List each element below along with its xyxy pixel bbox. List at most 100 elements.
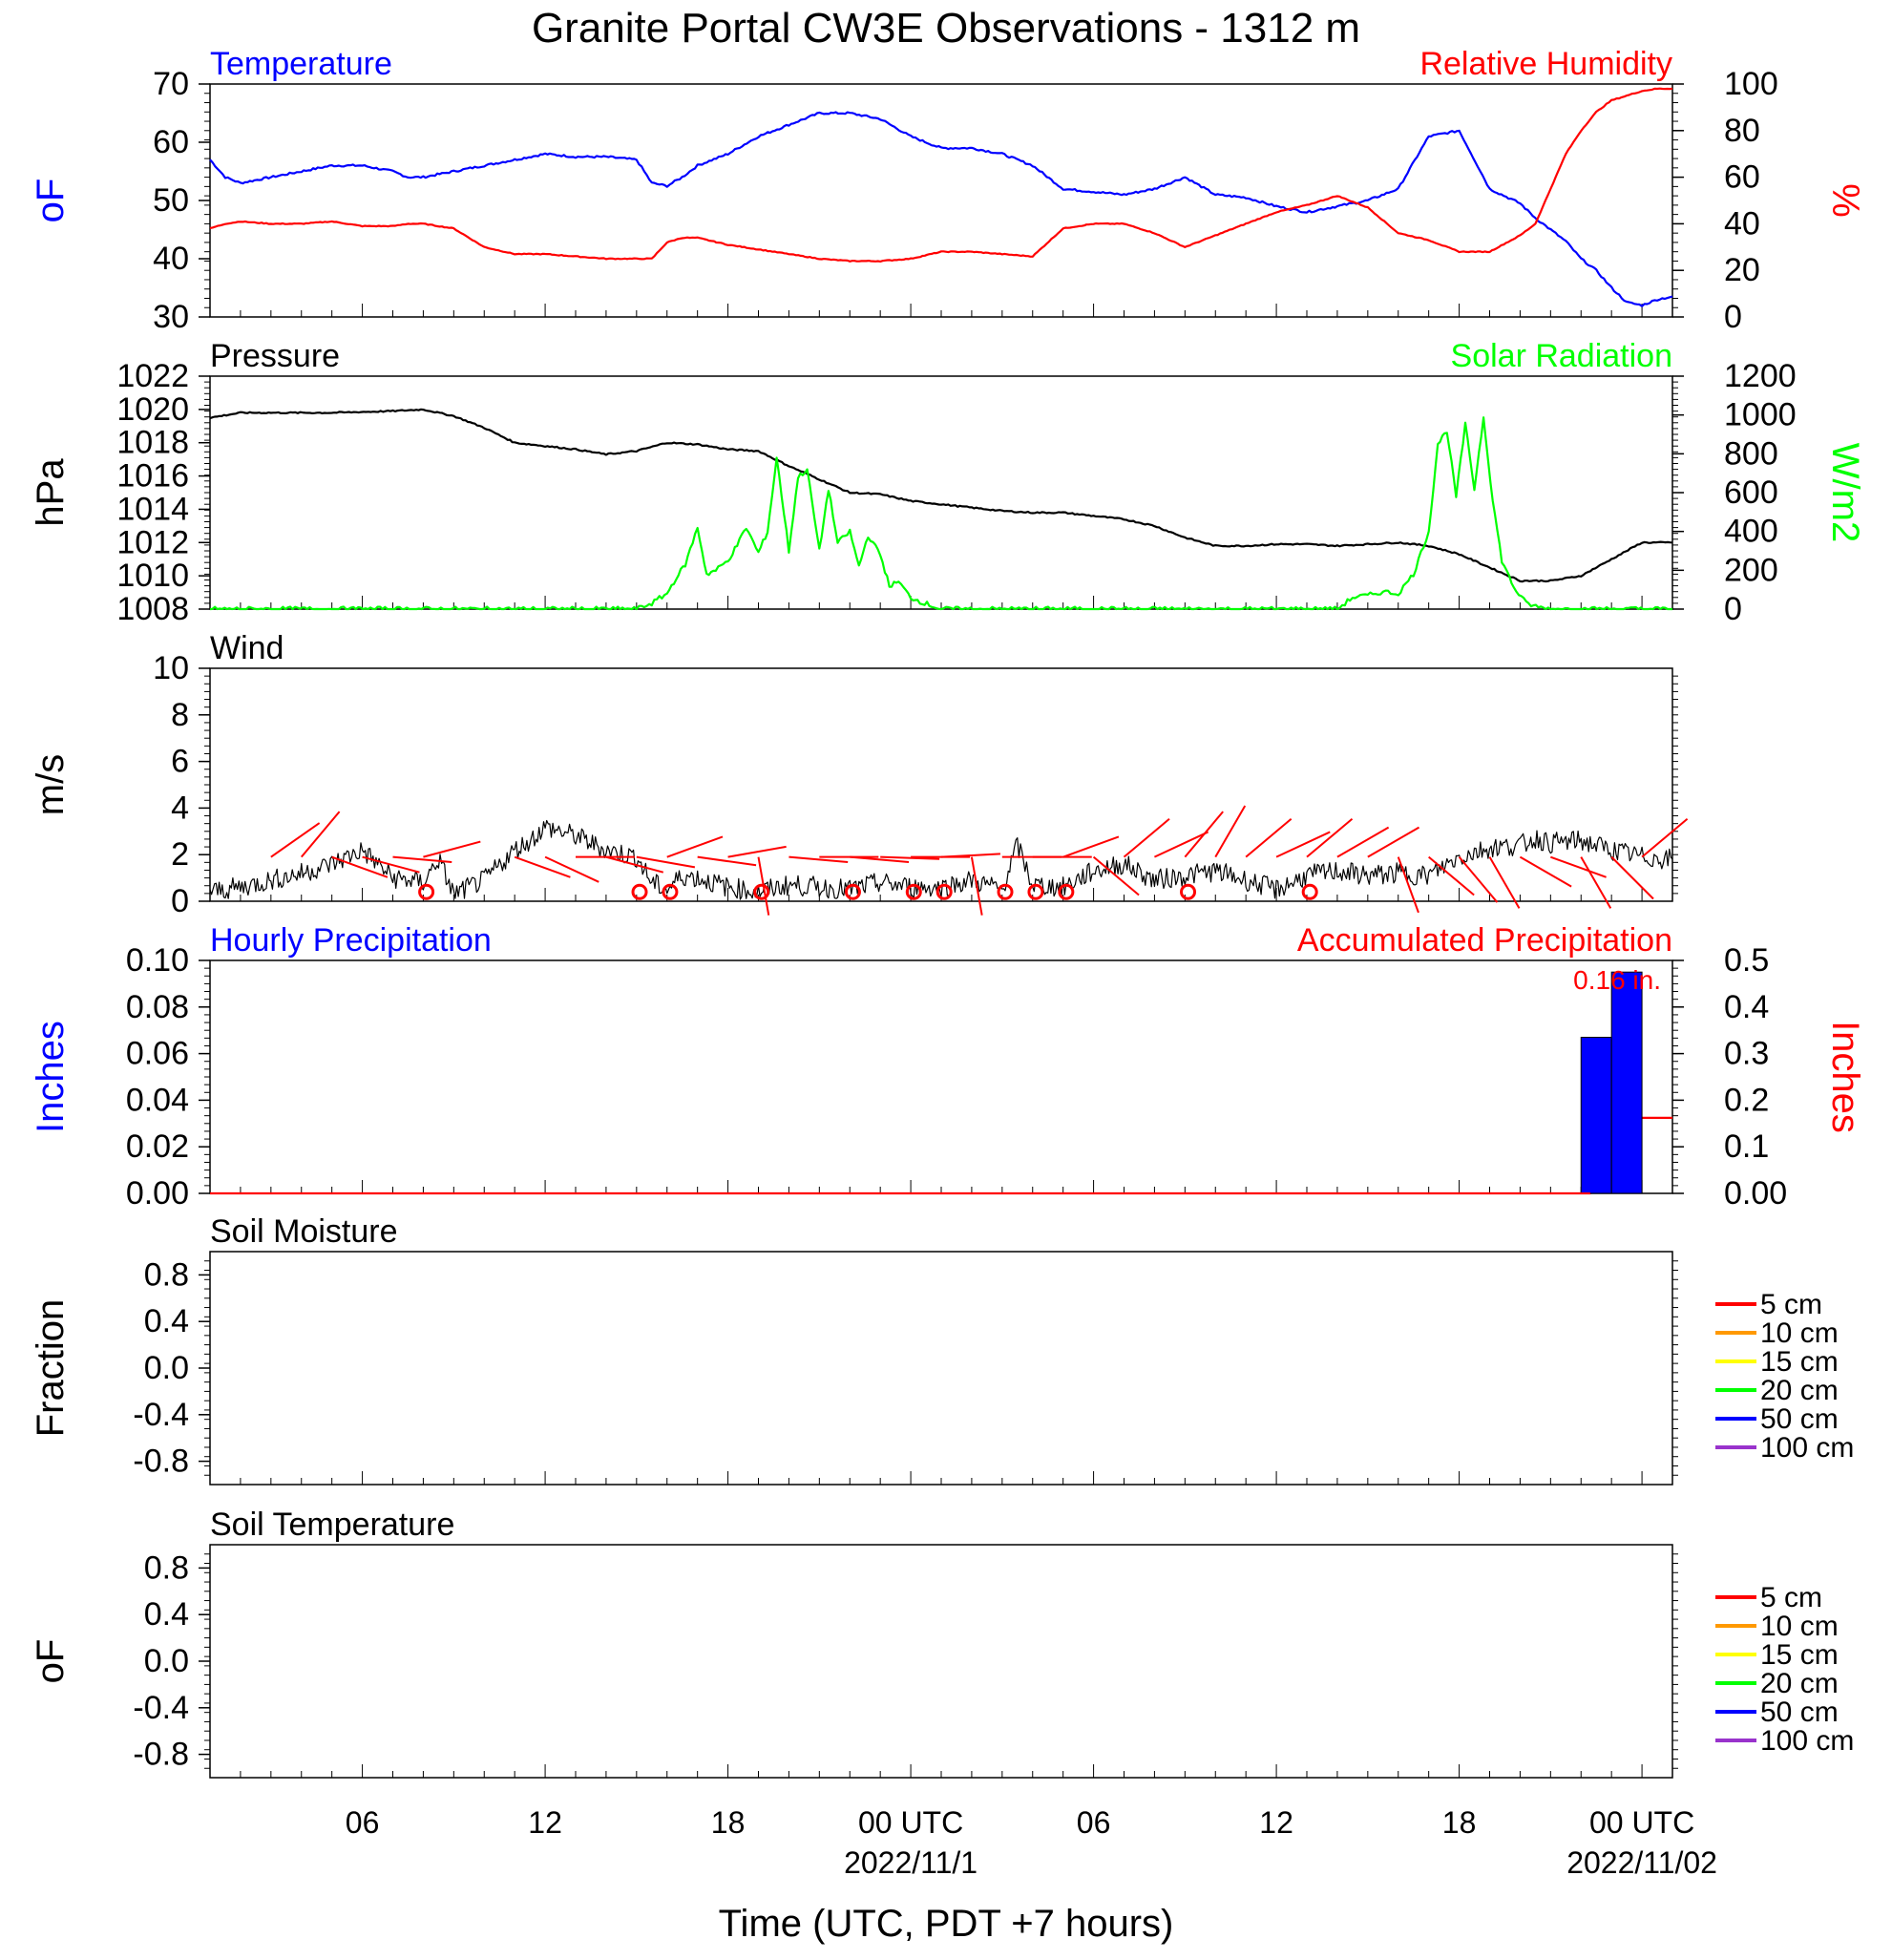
y-tick-label-left: 6 <box>171 744 189 780</box>
wind-barb <box>605 855 664 874</box>
panel-title-left: Soil Moisture <box>210 1213 398 1250</box>
x-tick-label: 12 <box>528 1805 562 1840</box>
y-tick-label-left: 0.08 <box>126 989 189 1025</box>
wind-barb <box>1610 855 1654 900</box>
legend-label: 50 cm <box>1760 1697 1839 1728</box>
wind-barb <box>940 853 1000 858</box>
legend-label: 10 cm <box>1760 1317 1839 1349</box>
y-tick-label-left: 0.10 <box>126 942 189 979</box>
precip-bar <box>1610 971 1643 1194</box>
y-tick-label-left: 0.04 <box>126 1082 189 1118</box>
panel-title-right: Accumulated Precipitation <box>1297 922 1672 959</box>
calm-wind-marker <box>844 883 861 900</box>
calm-wind-marker <box>1301 883 1318 900</box>
calm-wind-marker <box>997 883 1014 900</box>
y-tick-label-right: 800 <box>1724 435 1778 472</box>
legend-label: 15 cm <box>1760 1639 1839 1671</box>
legend-label: 20 cm <box>1760 1375 1839 1406</box>
legend-label: 10 cm <box>1760 1611 1839 1642</box>
wind-barb <box>423 840 481 858</box>
wind-barb <box>970 856 983 916</box>
x-date-label: 2022/11/02 <box>1566 1845 1717 1880</box>
wind-barb <box>636 855 696 869</box>
wind-barb <box>880 855 940 860</box>
y-tick-label-left: 70 <box>153 66 189 102</box>
calm-wind-marker <box>1058 883 1075 900</box>
panel-3: Wind 10 8 6 4 2 0 m/s <box>30 630 1689 919</box>
y-tick-label-right: 40 <box>1724 205 1760 242</box>
y-tick-label-right: 0 <box>1724 591 1742 627</box>
y-tick-label-left: 60 <box>153 124 189 160</box>
calm-wind-marker <box>1180 883 1197 900</box>
y-axis-label-left: hPa <box>30 458 72 527</box>
y-tick-label-right: 200 <box>1724 552 1778 588</box>
wind-barb <box>362 855 420 874</box>
wind-barb <box>850 855 910 864</box>
series-line <box>209 408 1673 583</box>
wind-barb <box>1214 805 1247 858</box>
y-tick-label-left: 1010 <box>116 558 189 594</box>
y-axis-label-right: Inches <box>1824 1021 1866 1133</box>
wind-barb <box>666 835 724 858</box>
wind-barb <box>1245 818 1293 858</box>
y-tick-label-left: 0.0 <box>144 1643 189 1679</box>
y-tick-label-left: 0.00 <box>126 1175 189 1212</box>
y-tick-label-right: 100 <box>1724 66 1778 102</box>
precip-total-annotation: 0.16 in. <box>1573 965 1661 995</box>
y-tick-label-right: 1000 <box>1724 397 1797 433</box>
y-tick-label-left: 0.4 <box>144 1303 189 1339</box>
legend-label: 15 cm <box>1760 1346 1839 1378</box>
y-tick-label-right: 0.1 <box>1724 1128 1769 1165</box>
y-tick-label-left: 10 <box>153 650 189 686</box>
x-axis-label: Time (UTC, PDT +7 hours) <box>719 1903 1174 1945</box>
y-tick-label-left: 30 <box>153 299 189 335</box>
legend-label: 100 cm <box>1760 1432 1854 1464</box>
wind-barb <box>1092 855 1140 896</box>
precip-bar <box>1580 1037 1612 1194</box>
panel-title-left: Temperature <box>210 46 392 82</box>
wind-barb <box>697 855 757 867</box>
y-tick-label-right: 1200 <box>1724 358 1797 394</box>
y-tick-label-left: 0.8 <box>144 1549 189 1586</box>
y-tick-label-left: 0.06 <box>126 1036 189 1072</box>
y-tick-label-right: 80 <box>1724 113 1760 149</box>
calm-wind-marker <box>905 883 922 900</box>
wind-barb <box>1488 856 1521 909</box>
wind-barb <box>1367 826 1420 858</box>
y-tick-label-right: 0.5 <box>1724 942 1769 979</box>
wind-barb <box>392 855 452 864</box>
panel-title-right: Relative Humidity <box>1419 46 1672 82</box>
wind-barb <box>1306 818 1354 858</box>
wind-barb <box>1580 856 1612 909</box>
x-date-label: 2022/11/1 <box>844 1845 978 1880</box>
legend-label: 20 cm <box>1760 1668 1839 1699</box>
figure-title: Granite Portal CW3E Observations - 1312 … <box>532 5 1360 52</box>
legend-label: 100 cm <box>1760 1725 1854 1757</box>
y-tick-label-left: 4 <box>171 790 189 826</box>
wind-barb <box>514 855 571 878</box>
y-tick-label-left: 1008 <box>116 591 189 627</box>
y-tick-label-right: 0.4 <box>1724 989 1769 1025</box>
wind-barb <box>1123 818 1170 858</box>
y-tick-label-right: 0.2 <box>1724 1082 1769 1118</box>
panel-1: Temperature Relative Humidity 70 60 50 40 30 10… <box>30 46 1866 335</box>
wind-barb <box>727 845 787 858</box>
y-tick-label-right: 400 <box>1724 514 1778 550</box>
panel-title-left: Pressure <box>210 338 340 374</box>
y-tick-label-left: 1012 <box>116 524 189 560</box>
x-tick-label: 06 <box>346 1805 380 1840</box>
y-axis-label-left: oF <box>30 179 72 223</box>
y-tick-label-left: 0.4 <box>144 1596 189 1633</box>
series-line <box>209 416 1672 611</box>
x-axis-ticks: 06 12 18 00 UTC 06 12 18 00 UTC 2022/11/1 2022/11… <box>346 1805 1717 1880</box>
x-tick-label: 12 <box>1259 1805 1293 1840</box>
y-tick-label-left: 1014 <box>116 491 189 527</box>
y-tick-label-right: 0.00 <box>1724 1175 1787 1212</box>
wind-barb <box>1549 855 1607 878</box>
series-line <box>209 87 1673 263</box>
wind-barb <box>331 855 389 878</box>
x-tick-label: 00 UTC <box>1589 1805 1694 1840</box>
calm-wind-marker <box>935 883 953 900</box>
y-tick-label-left: 50 <box>153 182 189 219</box>
